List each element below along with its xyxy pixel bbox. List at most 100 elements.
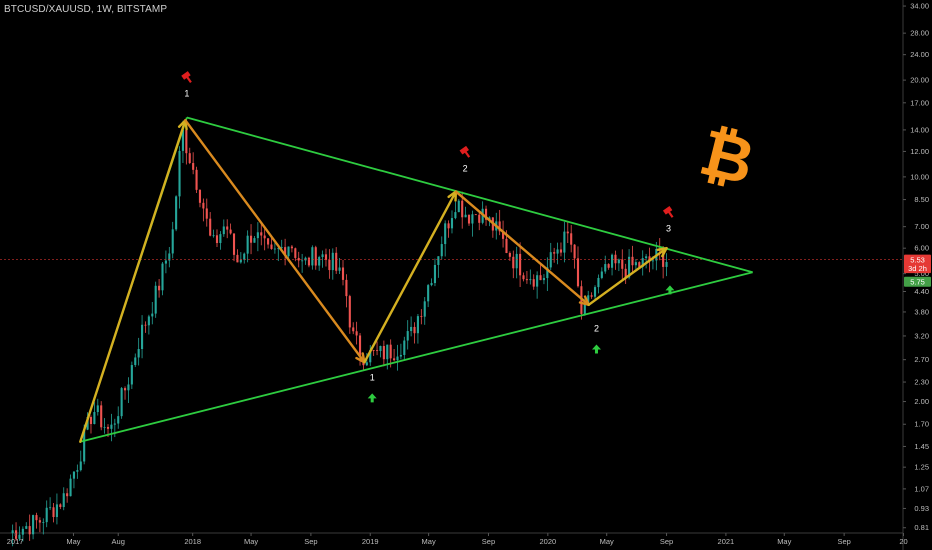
y-tick-label: 0.81 — [914, 523, 929, 532]
candle-body — [410, 326, 413, 332]
candle-body — [365, 362, 368, 366]
y-tick-label: 1.70 — [914, 420, 929, 429]
candle-body — [226, 226, 229, 230]
candle-body — [137, 348, 140, 358]
candle-body — [96, 405, 99, 413]
candle-body — [488, 217, 491, 220]
candle-body — [79, 461, 82, 471]
candle-body — [389, 344, 392, 359]
candle-body — [273, 248, 276, 250]
candle-body — [382, 346, 385, 360]
candle-body — [416, 316, 419, 334]
candle-body — [341, 267, 345, 280]
candle-body — [525, 279, 528, 281]
candle-body — [239, 259, 242, 263]
x-tick-label: May — [66, 537, 80, 546]
wave-arrow-down — [184, 119, 366, 364]
wave-arrow-down — [454, 190, 590, 306]
candle-body — [454, 212, 457, 219]
wave-arrow-up — [587, 246, 668, 306]
y-tick-label: 2.00 — [914, 397, 929, 406]
candle-body — [393, 358, 396, 361]
sell-flag-icon — [181, 71, 192, 83]
candle-body — [573, 244, 576, 259]
candle-body — [358, 335, 362, 357]
candle-body — [464, 214, 467, 218]
sell-flag-icon — [662, 205, 674, 218]
candle-body — [45, 507, 48, 523]
candle-body — [195, 169, 198, 190]
candle-body — [515, 253, 518, 269]
flag-pole — [186, 75, 192, 83]
candle-body — [484, 208, 488, 220]
candle-body — [25, 526, 28, 529]
candle-body — [546, 267, 549, 279]
y-tick-label: 1.25 — [914, 463, 929, 472]
candle-body — [229, 229, 232, 234]
candle-body — [556, 249, 559, 254]
bottom-wave-label: 2 — [594, 323, 599, 333]
candle-body — [205, 208, 208, 219]
x-tick-label: Sep — [304, 537, 317, 546]
flag-pole — [667, 210, 674, 218]
candle-body — [610, 254, 614, 268]
y-tick-label: 4.40 — [914, 287, 929, 296]
candle-body — [120, 388, 123, 417]
candle-body — [318, 257, 321, 266]
y-tick-label: 5.00 — [914, 269, 929, 278]
candle-body — [66, 493, 69, 497]
candle-body — [301, 260, 304, 262]
y-tick-label: 17.00 — [910, 98, 929, 107]
time-axis[interactable]: 2017 May Aug 2018 May Sep 2019 May Sep 2020 May Sep… — [7, 533, 908, 546]
candle-body — [450, 218, 454, 229]
candle-body — [297, 257, 300, 261]
candle-body — [651, 260, 654, 262]
candle-body — [100, 405, 103, 428]
candle-body — [638, 262, 641, 268]
candle-body — [236, 254, 239, 263]
candle-body — [103, 426, 106, 428]
candle-body — [147, 316, 150, 326]
candle-body — [420, 316, 423, 317]
candle-body — [634, 262, 637, 266]
candle-body — [447, 223, 450, 229]
candle-body — [331, 252, 334, 271]
candle-body — [89, 417, 93, 425]
candle-body — [617, 259, 620, 264]
price-tag-label: 3d 2h — [908, 264, 927, 273]
y-tick-label: 34.00 — [910, 2, 929, 11]
candle-body — [249, 235, 253, 243]
y-tick-label: 1.45 — [914, 442, 929, 451]
candle-body — [83, 429, 86, 462]
candle-body — [519, 253, 522, 276]
candle-body — [270, 244, 273, 249]
price-tag — [904, 276, 931, 287]
candle-body — [117, 416, 120, 424]
candle-body — [178, 150, 181, 197]
candle-body — [294, 248, 297, 258]
candle-body — [328, 259, 331, 271]
price-tag — [904, 263, 931, 274]
price-tag-label: 5.75 — [910, 277, 925, 286]
candle-body — [576, 258, 580, 287]
candle-body — [38, 520, 41, 523]
candle-body — [151, 313, 154, 317]
candle-body — [355, 331, 358, 336]
candle-body — [52, 507, 55, 518]
x-tick-label: May — [244, 537, 258, 546]
candle-body — [314, 247, 317, 266]
candle-body — [590, 295, 593, 297]
candle-body — [215, 235, 219, 244]
x-tick-label: Aug — [112, 537, 125, 546]
buy-arrow-icon — [591, 344, 601, 354]
candle-body — [512, 256, 515, 269]
candle-body — [198, 189, 202, 203]
wave-arrow-up — [79, 119, 187, 443]
candle-body — [110, 424, 113, 429]
grid — [0, 0, 904, 550]
candle-body — [49, 507, 52, 509]
price-axis[interactable]: 34.00 28.00 24.00 20.00 17.00 14.00 12.00 10.00… — [903, 2, 929, 533]
candle-body — [134, 357, 137, 366]
candle-body — [338, 267, 341, 271]
